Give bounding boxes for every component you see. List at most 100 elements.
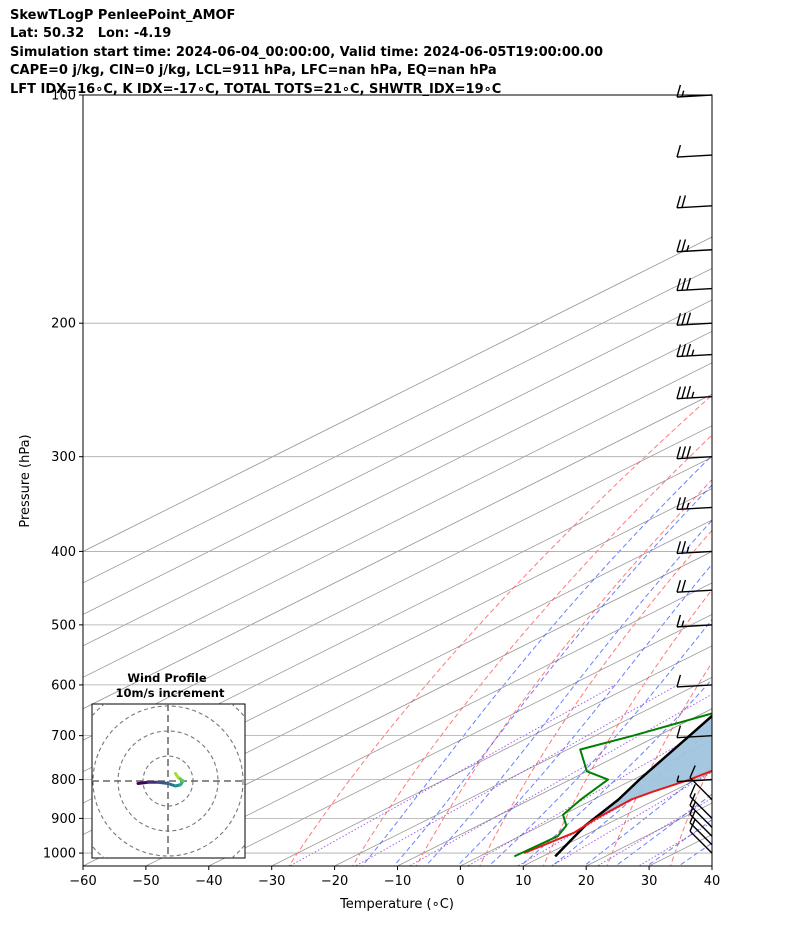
mixing-ratio-line (466, 725, 712, 866)
moist-adiabat-line (424, 519, 712, 866)
isotherm-line (271, 645, 712, 866)
hodograph-subtitle: 10m/s increment (116, 686, 225, 700)
isotherm-line (83, 393, 712, 710)
chart-header: SkewTLogP PenleePoint_AMOF Lat: 50.32 Lo… (10, 7, 603, 99)
wind-barb-feather (681, 312, 687, 326)
wind-barbs (676, 84, 713, 854)
isotherm-line (711, 865, 712, 866)
wind-barb-feather (676, 195, 682, 208)
isotherm-line (648, 834, 712, 866)
cape-cin-shading (585, 715, 712, 826)
isotherm-line (523, 771, 712, 866)
wind-barb-half-feather (686, 244, 690, 252)
hodograph-segment (174, 772, 180, 779)
wind-barb (676, 445, 713, 460)
wind-barb-feather (681, 239, 687, 252)
wind-barb (676, 579, 713, 593)
wind-barb-staff (689, 804, 713, 828)
isotherm-line (208, 613, 712, 866)
wind-barb (676, 385, 713, 400)
wind-barb-staff (676, 353, 713, 358)
wind-barb-staff (676, 249, 713, 253)
dry-adiabat-line (288, 394, 712, 866)
wind-barb-feather (681, 446, 687, 459)
y-tick-label: 900 (51, 812, 76, 827)
wind-barb-feather (681, 579, 687, 593)
dry-adiabat-line (415, 478, 712, 866)
isotherm-line (397, 708, 712, 866)
wind-barb-staff (676, 684, 713, 688)
x-tick-label: −30 (258, 874, 285, 889)
wind-barb-staff (676, 322, 713, 326)
dry-adiabat-line (670, 761, 712, 866)
wind-barb (676, 239, 713, 253)
wind-barb-staff (676, 287, 713, 292)
wind-barb-feather (676, 674, 682, 688)
wind-barb-staff (676, 395, 713, 400)
mixing-ratio-line (408, 693, 712, 866)
wind-barb (676, 312, 713, 326)
x-axis-label: Temperature (∘C) (339, 897, 454, 912)
wind-barb-feather (686, 343, 692, 357)
cin-area (585, 715, 712, 826)
wind-barb-feather (676, 313, 682, 326)
wind-barb-staff (676, 205, 713, 209)
wind-barb-feather (676, 446, 682, 459)
mixing-ratio-line (354, 684, 678, 866)
wind-barb-feather (689, 784, 696, 797)
indices-line-1: CAPE=0 j/kg, CIN=0 j/kg, LCL=911 hPa, LF… (10, 63, 497, 79)
wind-barb-staff (676, 778, 713, 783)
x-axis-ticks: −60 −50 −40 −30 −20 −10 0 10 20 30 40 (69, 866, 720, 889)
y-tick-label: 300 (51, 450, 76, 465)
moist-adiabat-line (551, 727, 712, 866)
y-tick-label: 600 (51, 678, 76, 693)
dry-adiabat-line (542, 588, 712, 866)
wind-barb-half-feather (676, 775, 680, 782)
wind-barb-feather (676, 344, 682, 357)
wind-barb-feather (676, 725, 682, 738)
wind-barb-feather (681, 195, 687, 208)
wind-barb-half-feather (691, 391, 695, 399)
wind-barb (676, 343, 713, 358)
x-tick-label: −60 (69, 874, 96, 889)
y-tick-label: 200 (51, 317, 76, 332)
moist-adiabat-lines (361, 454, 712, 866)
wind-barb-feather (676, 144, 682, 158)
isotherm-line (83, 425, 712, 741)
wind-barb (676, 496, 713, 511)
y-axis-ticks: 100 200 300 400 500 600 700 800 900 1000 (43, 89, 83, 862)
wind-barb-staff (689, 813, 713, 837)
y-tick-label: 400 (51, 545, 76, 560)
isotherm-line (83, 330, 712, 647)
moist-adiabat-line (488, 618, 712, 866)
x-tick-label: −40 (195, 874, 222, 889)
wind-barb-staff (676, 624, 713, 628)
isotherm-line (83, 362, 712, 678)
wind-barb-half-feather (686, 546, 690, 554)
wind-barb (676, 725, 713, 739)
parcel-profile-line (554, 714, 712, 858)
wind-barb-feather (689, 765, 696, 778)
isotherm-line (145, 582, 712, 866)
wind-barb (676, 540, 713, 555)
wind-barb-staff (689, 822, 713, 846)
moist-adiabat-line (646, 819, 712, 866)
moist-adiabat-line (519, 678, 712, 866)
isotherm-line (83, 299, 712, 615)
x-tick-label: 10 (515, 874, 532, 889)
indices-line-2: LFT IDX=16∘C, K IDX=-17∘C, TOTAL TOTS=21… (10, 81, 502, 97)
moist-adiabat-line (361, 454, 712, 866)
wind-barb (676, 195, 713, 209)
wind-barb-half-feather (686, 502, 690, 510)
isotherm-line (83, 551, 712, 866)
isotherm-line (83, 236, 712, 552)
wind-barb-staff (689, 795, 713, 819)
y-tick-label: 100 (51, 89, 76, 104)
wind-barb-feather (676, 386, 682, 399)
wind-barb (676, 144, 713, 158)
isotherm-line (83, 268, 712, 584)
wind-barb-feather (681, 496, 687, 510)
location-line: Lat: 50.32 Lon: -4.19 (10, 26, 172, 42)
wind-barb-feather (676, 239, 682, 252)
